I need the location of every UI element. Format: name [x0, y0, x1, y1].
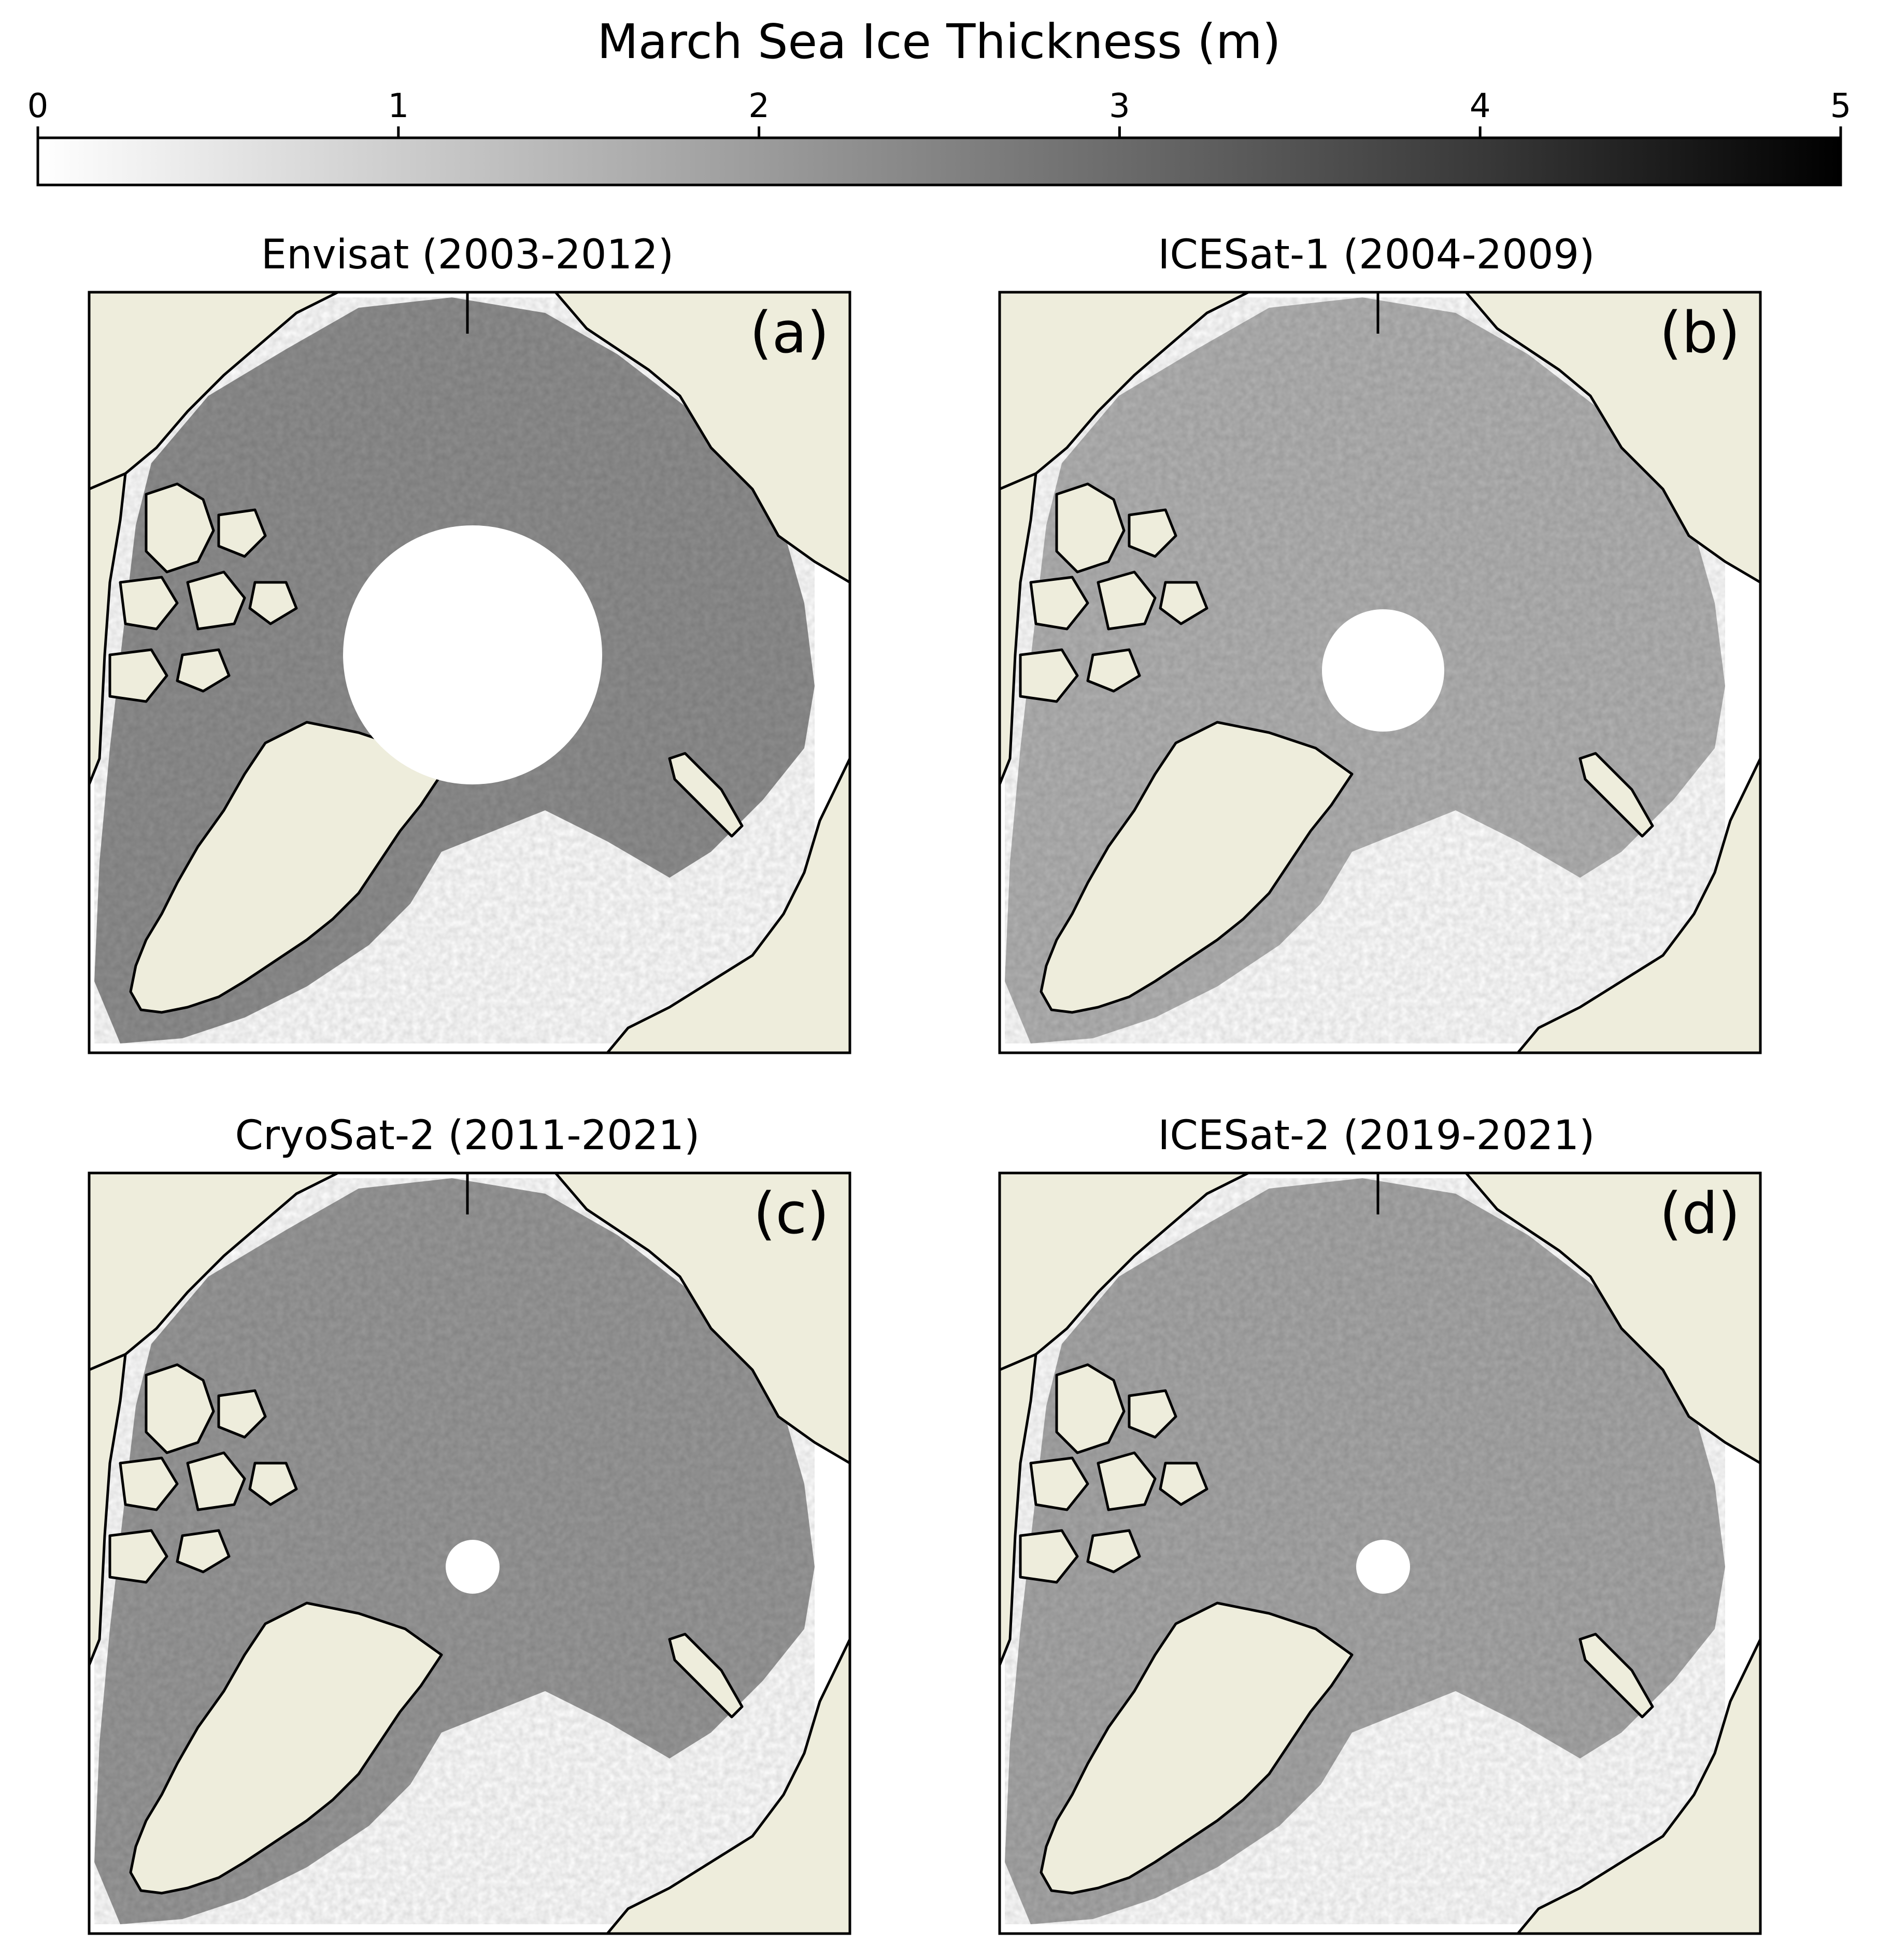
- landmass: [1029, 576, 1089, 631]
- landmass: [129, 1601, 443, 1895]
- landmass: [108, 648, 168, 703]
- colorbar-tick-label: 4: [1470, 87, 1491, 125]
- pole-hole: [446, 1540, 500, 1594]
- landmass: [1040, 1601, 1354, 1895]
- land: [1000, 1173, 1760, 1934]
- map-panel-b: [998, 291, 1762, 1054]
- landmass: [1055, 482, 1126, 574]
- landmass: [248, 581, 298, 625]
- landmass: [1516, 757, 1760, 1053]
- landmass: [145, 482, 215, 574]
- colorbar-title: March Sea Ice Thickness (m): [597, 14, 1281, 69]
- map-frame: [998, 1171, 1762, 1935]
- colorbar-ticks: 0 1 2 3 4 5: [27, 87, 1852, 138]
- landmass: [248, 1462, 298, 1506]
- panel-c-letter: (c): [753, 1180, 829, 1247]
- landmass: [1000, 472, 1037, 786]
- landmass: [217, 508, 267, 558]
- landmass: [89, 472, 127, 786]
- map-frame: [88, 1171, 851, 1935]
- panel-d-title: ICESat-2 (2019-2021): [1158, 1112, 1595, 1159]
- pole-hole: [1356, 1540, 1410, 1594]
- colorbar-tick-label: 0: [27, 87, 49, 125]
- landmass: [1097, 1451, 1157, 1511]
- landmass: [1464, 292, 1760, 584]
- landmass: [1029, 1456, 1089, 1511]
- landmass: [176, 1529, 231, 1573]
- landmass: [1040, 721, 1354, 1014]
- landmass: [1159, 581, 1208, 625]
- colorbar-tick-label: 1: [388, 87, 409, 125]
- landmass: [1055, 1363, 1126, 1454]
- landmass: [1128, 508, 1177, 558]
- landmass: [176, 648, 231, 693]
- colorbar-tick-label: 5: [1830, 87, 1852, 125]
- panel-a-letter: (a): [750, 299, 829, 366]
- pole-hole: [343, 525, 602, 784]
- land: [89, 292, 850, 1053]
- landmass: [186, 570, 246, 631]
- landmass: [554, 1173, 850, 1465]
- map-panel-c: [88, 1171, 851, 1935]
- panel-b-title: ICESat-1 (2004-2009): [1158, 232, 1595, 278]
- landmass: [1086, 1529, 1141, 1573]
- landmass: [1097, 570, 1157, 631]
- panel-b-letter: (b): [1659, 299, 1740, 366]
- map-frame: [88, 291, 851, 1054]
- landmass: [606, 1638, 850, 1934]
- panel-a-title: Envisat (2003-2012): [261, 232, 674, 278]
- colorbar-gradient: [36, 136, 1842, 187]
- panel-c-title: CryoSat-2 (2011-2021): [235, 1112, 700, 1159]
- landmass: [145, 1363, 215, 1454]
- landmass: [1516, 1638, 1760, 1934]
- landmass: [554, 292, 850, 584]
- landmass: [1159, 1462, 1208, 1506]
- landmass: [1578, 1633, 1654, 1719]
- landmass: [1128, 1389, 1177, 1439]
- landmass: [668, 752, 744, 838]
- map-panel-a: [88, 291, 851, 1054]
- landmass: [1019, 648, 1079, 703]
- landmass: [606, 757, 850, 1053]
- land: [1000, 292, 1760, 1053]
- landmass: [668, 1633, 744, 1719]
- colorbar-tick-label: 2: [748, 87, 770, 125]
- panel-d-letter: (d): [1659, 1180, 1740, 1247]
- landmass: [186, 1451, 246, 1511]
- landmass: [119, 576, 179, 631]
- land: [89, 1173, 850, 1934]
- landmass: [89, 1353, 127, 1667]
- landmass: [119, 1456, 179, 1511]
- landmass: [1578, 752, 1654, 838]
- landmass: [1000, 1353, 1037, 1667]
- colorbar-tick-label: 3: [1109, 87, 1130, 125]
- map-frame: [998, 291, 1762, 1054]
- pole-hole: [1322, 609, 1444, 732]
- landmass: [1464, 1173, 1760, 1465]
- map-panel-d: [998, 1171, 1762, 1935]
- landmass: [1019, 1529, 1079, 1584]
- landmass: [217, 1389, 267, 1439]
- landmass: [108, 1529, 168, 1584]
- colorbar: March Sea Ice Thickness (m) 0 1 2 3 4 5: [27, 14, 1852, 187]
- landmass: [1086, 648, 1141, 693]
